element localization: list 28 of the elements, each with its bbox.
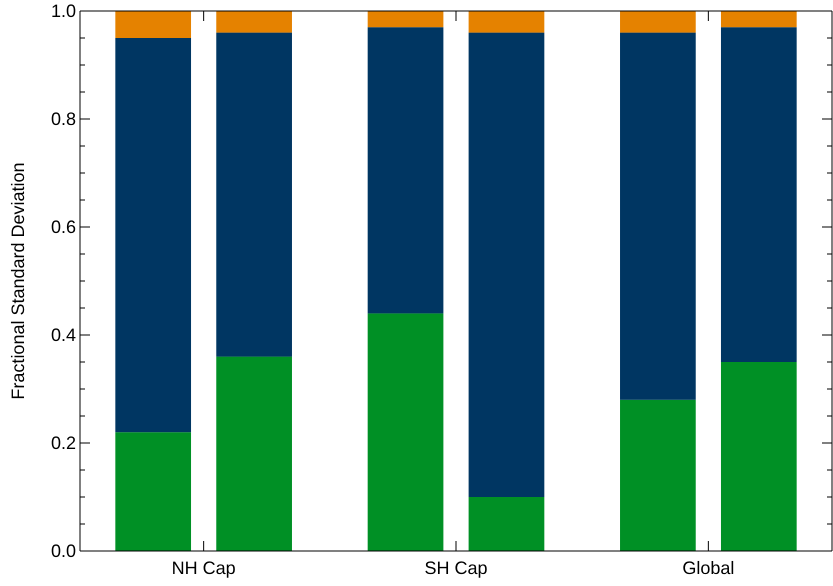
bar [115, 38, 192, 432]
bar [468, 32, 544, 497]
y-axis-title: Fractional Standard Deviation [8, 162, 28, 400]
y-tick-label: 0.2 [50, 432, 76, 453]
y-tick-label: 0.0 [50, 540, 76, 561]
bar [468, 11, 544, 33]
y-tick-label: 0.8 [50, 108, 76, 129]
bar [620, 400, 696, 551]
bar [620, 32, 696, 400]
bar [115, 11, 192, 38]
bar [720, 27, 797, 362]
bar [468, 497, 544, 551]
y-tick-label: 0.6 [50, 216, 76, 237]
bar [115, 432, 192, 551]
y-tick-label: 1.0 [50, 0, 76, 21]
bar [720, 11, 797, 28]
bar [620, 11, 696, 33]
bar [368, 27, 444, 314]
bar [368, 11, 444, 28]
x-tick-label: Global [682, 558, 734, 578]
bar [368, 313, 444, 551]
x-tick-label: SH Cap [424, 558, 488, 578]
bar [216, 32, 292, 357]
y-tick-label: 0.4 [50, 324, 76, 345]
bar [216, 11, 292, 33]
bar [720, 362, 797, 551]
x-tick-label: NH Cap [172, 558, 236, 578]
bar [216, 356, 292, 551]
